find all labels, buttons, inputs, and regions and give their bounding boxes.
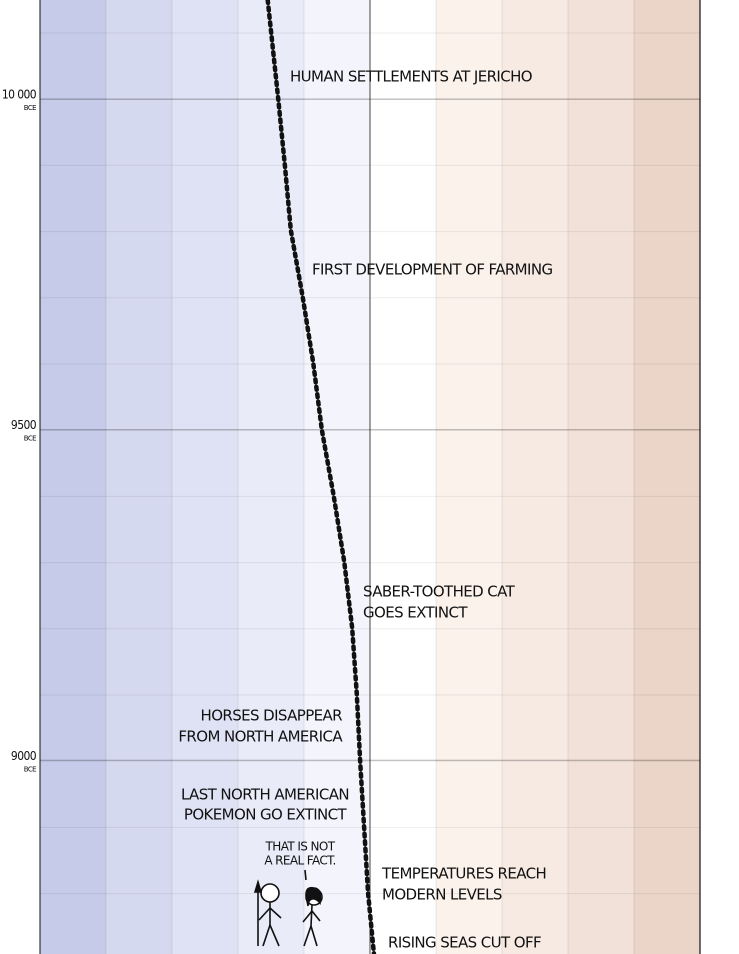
band <box>568 0 634 954</box>
band <box>304 0 370 954</box>
annotation: POKEMON GO EXTINCT <box>184 806 348 824</box>
temperature-line <box>265 0 377 954</box>
band <box>370 0 436 954</box>
background <box>39 0 701 954</box>
band <box>502 0 568 954</box>
annotation: THAT IS NOT <box>265 840 336 854</box>
annotation: SABER-TOOTHED CAT <box>363 583 516 601</box>
annotation: A REAL FACT. <box>264 854 335 868</box>
band <box>238 0 304 954</box>
annotations: HUMAN SETTLEMENTS AT JERICHO FIRST DEVELO… <box>178 68 553 952</box>
band <box>634 0 700 954</box>
band <box>40 0 106 954</box>
y-tick-unit: BCE <box>24 765 36 773</box>
y-tick-unit: BCE <box>24 104 36 112</box>
stick-figures <box>253 869 323 947</box>
annotation: RISING SEAS CUT OFF <box>388 934 541 952</box>
y-tick-label: 10 000 <box>2 88 37 102</box>
band <box>436 0 502 954</box>
annotation: GOES EXTINCT <box>363 604 468 622</box>
annotation: MODERN LEVELS <box>382 886 502 904</box>
y-tick-label: 9000 <box>11 749 37 763</box>
annotation: LAST NORTH AMERICAN <box>181 786 349 804</box>
annotation: FROM NORTH AMERICA <box>178 728 343 746</box>
band <box>106 0 172 954</box>
annotation: HORSES DISAPPEAR <box>201 707 343 725</box>
y-tick-unit: BCE <box>24 435 36 443</box>
annotation: TEMPERATURES REACH <box>381 865 546 883</box>
annotation: HUMAN SETTLEMENTS AT JERICHO <box>290 68 532 86</box>
grid: 10 000 BCE 9500 BCE 9000 BCE <box>2 88 700 773</box>
annotation: FIRST DEVELOPMENT OF FARMING <box>312 261 553 279</box>
band <box>172 0 238 954</box>
plot <box>265 0 377 954</box>
y-tick-label: 9500 <box>11 418 37 432</box>
